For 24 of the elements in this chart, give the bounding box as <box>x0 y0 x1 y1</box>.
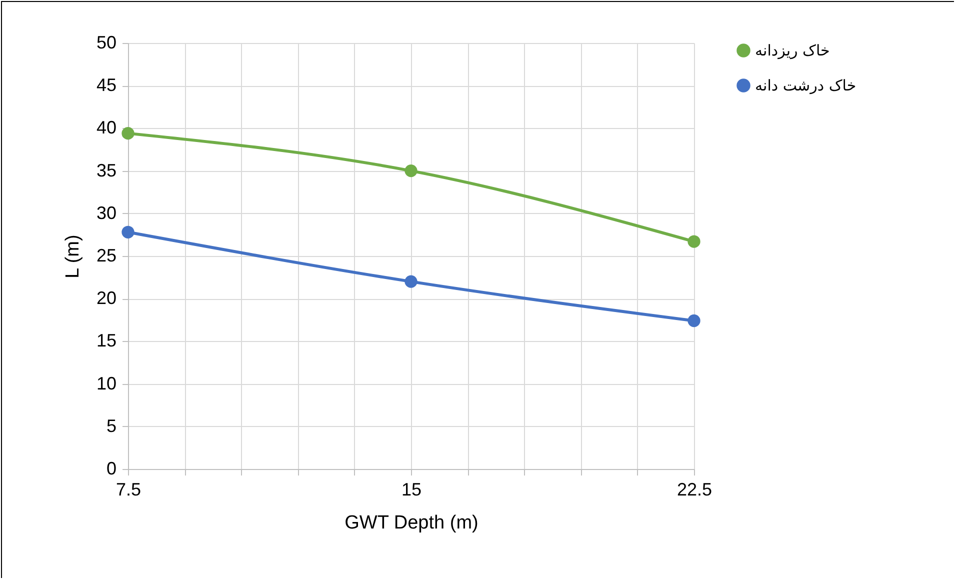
y-tick-label: 45 <box>96 75 116 96</box>
y-tick-label: 30 <box>96 202 116 223</box>
legend-label: خاک درشت دانه <box>755 76 856 94</box>
y-tick-label: 5 <box>106 416 116 436</box>
y-axis-title: L (m) <box>62 234 84 278</box>
y-tick-label: 25 <box>96 246 116 266</box>
y-tick-label: 40 <box>96 118 116 138</box>
point <box>688 235 700 248</box>
point <box>404 164 418 178</box>
point <box>404 275 418 288</box>
x-tick-label: 7.5 <box>116 480 142 500</box>
x-axis-title: GWT Depth (m) <box>344 512 478 534</box>
point <box>688 314 700 328</box>
point <box>122 127 134 140</box>
x-tick-label: 22.5 <box>676 480 712 500</box>
y-tick-label: 15 <box>96 330 116 351</box>
x-tick-label: 15 <box>401 480 422 500</box>
y-tick-label: 0 <box>106 458 116 478</box>
legend-label: خاک ریزدانه <box>755 42 830 60</box>
y-tick-label: 35 <box>96 160 116 180</box>
y-tick-label: 10 <box>96 373 116 394</box>
y-tick-label: 20 <box>96 288 116 308</box>
point <box>122 226 134 238</box>
y-tick-label: 50 <box>96 32 116 52</box>
